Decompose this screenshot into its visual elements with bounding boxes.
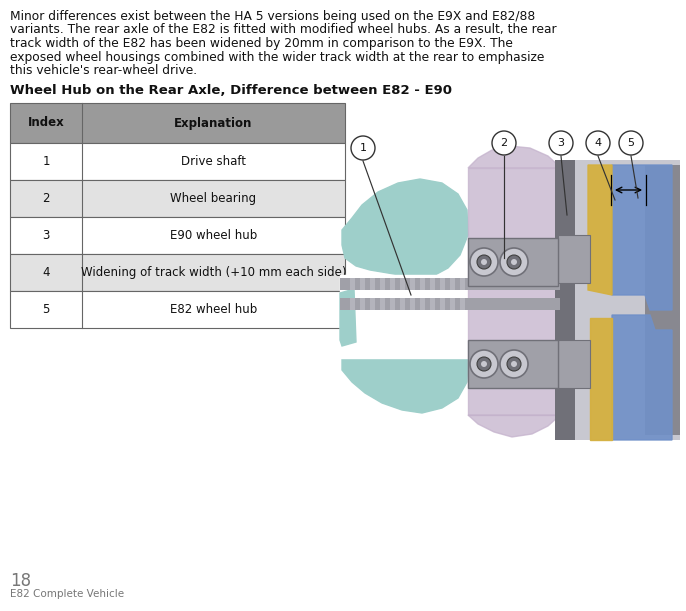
Bar — [400, 298, 405, 310]
Bar — [10, 143, 345, 180]
Bar — [380, 278, 385, 290]
Bar — [390, 298, 395, 310]
Bar — [555, 160, 680, 440]
Text: 4: 4 — [595, 138, 602, 148]
Bar — [430, 278, 435, 290]
Text: Wheel bearing: Wheel bearing — [170, 192, 257, 205]
Text: 3: 3 — [558, 138, 565, 148]
Polygon shape — [590, 318, 612, 440]
Bar — [450, 298, 455, 310]
Circle shape — [351, 136, 375, 160]
Text: 5: 5 — [628, 138, 635, 148]
Polygon shape — [342, 179, 468, 278]
Bar — [340, 278, 560, 290]
Bar — [410, 298, 415, 310]
Bar — [440, 298, 445, 310]
Polygon shape — [468, 146, 562, 172]
Bar — [558, 340, 590, 388]
Bar — [420, 298, 425, 310]
Polygon shape — [612, 315, 672, 440]
Text: 1: 1 — [359, 143, 366, 153]
Bar — [645, 165, 680, 435]
Text: 2: 2 — [43, 192, 50, 205]
Bar — [440, 278, 445, 290]
Circle shape — [492, 131, 516, 155]
Bar — [450, 278, 455, 290]
Bar — [370, 298, 375, 310]
Bar — [558, 235, 590, 283]
Circle shape — [481, 259, 487, 265]
Text: 18: 18 — [10, 572, 31, 590]
Polygon shape — [342, 315, 468, 413]
Polygon shape — [340, 289, 356, 346]
Text: Wheel Hub on the Rear Axle, Difference between E82 - E90: Wheel Hub on the Rear Axle, Difference b… — [10, 84, 452, 97]
Bar — [10, 291, 345, 328]
Bar — [350, 298, 355, 310]
Polygon shape — [340, 275, 468, 358]
Text: Drive shaft: Drive shaft — [181, 155, 246, 168]
Text: 1: 1 — [43, 155, 50, 168]
Bar — [420, 278, 425, 290]
Text: exposed wheel housings combined with the wider track width at the rear to emphas: exposed wheel housings combined with the… — [10, 51, 545, 64]
Text: variants. The rear axle of the E82 is fitted with modified wheel hubs. As a resu: variants. The rear axle of the E82 is fi… — [10, 23, 556, 37]
Circle shape — [511, 361, 517, 367]
Bar — [370, 278, 375, 290]
Bar — [380, 298, 385, 310]
Circle shape — [619, 131, 643, 155]
Bar — [555, 160, 575, 440]
Bar — [468, 340, 558, 388]
Text: E90 wheel hub: E90 wheel hub — [170, 229, 257, 242]
Text: E82 wheel hub: E82 wheel hub — [170, 303, 257, 316]
Circle shape — [507, 357, 521, 371]
Bar — [430, 298, 435, 310]
Circle shape — [586, 131, 610, 155]
Bar — [390, 278, 395, 290]
Text: 5: 5 — [43, 303, 49, 316]
Circle shape — [507, 255, 521, 269]
Circle shape — [477, 357, 491, 371]
Bar — [410, 278, 415, 290]
Circle shape — [481, 361, 487, 367]
Text: Minor differences exist between the HA 5 versions being used on the E9X and E82/: Minor differences exist between the HA 5… — [10, 10, 535, 23]
Text: 4: 4 — [43, 266, 50, 279]
Circle shape — [549, 131, 573, 155]
Bar — [10, 217, 345, 254]
Text: E82 Complete Vehicle: E82 Complete Vehicle — [10, 589, 124, 599]
Circle shape — [470, 350, 498, 378]
Circle shape — [500, 248, 528, 276]
Bar — [360, 298, 365, 310]
Circle shape — [477, 255, 491, 269]
Polygon shape — [468, 168, 562, 415]
Bar — [360, 278, 365, 290]
Bar — [460, 298, 465, 310]
Text: track width of the E82 has been widened by 20mm in comparison to the E9X. The: track width of the E82 has been widened … — [10, 37, 513, 50]
Polygon shape — [612, 165, 672, 310]
Bar — [468, 238, 558, 286]
Text: this vehicle's rear-wheel drive.: this vehicle's rear-wheel drive. — [10, 64, 197, 77]
Text: Widening of track width (+10 mm each side): Widening of track width (+10 mm each sid… — [81, 266, 346, 279]
Bar — [460, 278, 465, 290]
Circle shape — [511, 259, 517, 265]
Bar — [400, 278, 405, 290]
Text: Explanation: Explanation — [174, 117, 252, 130]
Bar — [350, 278, 355, 290]
Bar — [340, 298, 560, 310]
Bar — [10, 180, 345, 217]
Polygon shape — [588, 165, 612, 295]
Circle shape — [500, 350, 528, 378]
Bar — [10, 103, 345, 143]
Polygon shape — [468, 412, 562, 437]
Circle shape — [470, 248, 498, 276]
Text: Index: Index — [27, 117, 64, 130]
Text: 3: 3 — [43, 229, 49, 242]
Bar — [10, 254, 345, 291]
Text: 2: 2 — [501, 138, 508, 148]
